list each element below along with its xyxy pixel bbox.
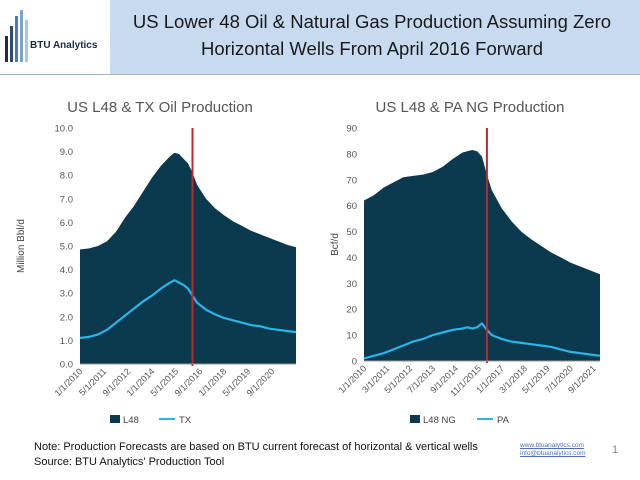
y-tick-label: 9.0	[60, 147, 73, 158]
series-line-tx	[79, 278, 297, 340]
website-link[interactable]: www.btuanalytics.com	[520, 442, 584, 449]
y-tick-label: 10.0	[55, 124, 74, 135]
legend-label: L48 NG	[423, 415, 456, 426]
email-link[interactable]: info@btuanalytics.com	[520, 450, 586, 457]
y-tick-label: 80	[346, 149, 357, 160]
y-tick-label: 10	[346, 331, 357, 342]
legend-label: L48	[123, 415, 139, 426]
y-tick-label: 30	[346, 279, 357, 290]
header-banner: BTU Analytics US Lower 48 Oil & Natural …	[0, 0, 640, 75]
oil-production-chart: US L48 & TX Oil Production 0.0 1.0 2.0 3.0 4.…	[16, 99, 297, 426]
page-number: 1	[612, 444, 619, 456]
y-tick-label: 2.0	[60, 312, 73, 323]
y-tick-label: 60	[346, 201, 357, 212]
legend-label: TX	[179, 415, 192, 426]
y-tick-label: 40	[346, 253, 357, 264]
y-tick-label: 3.0	[60, 289, 73, 300]
page-title-line2: Horizontal Wells From April 2016 Forward	[200, 38, 544, 59]
series-line-pa	[363, 321, 601, 360]
y-tick-label: 5.0	[60, 242, 73, 253]
chart-title: US L48 & TX Oil Production	[67, 99, 253, 116]
y-tick-label: 7.0	[60, 194, 73, 205]
y-tick-label: 6.0	[60, 218, 73, 229]
y-tick-label: 0	[352, 357, 357, 368]
footer-note: Note: Production Forecasts are based on …	[34, 440, 478, 470]
y-tick-label: 0.0	[60, 360, 73, 371]
source-line: Source: BTU Analytics' Production Tool	[34, 456, 225, 468]
series-area-l48	[80, 152, 296, 364]
y-tick-label: 50	[346, 227, 357, 238]
y-tick-label: 20	[346, 305, 357, 316]
legend-swatch	[110, 415, 120, 423]
contact-links: www.btuanalytics.com info@btuanalytics.c…	[520, 442, 586, 458]
legend-swatch	[410, 415, 420, 423]
legend-label: PA	[497, 415, 510, 426]
logo-bars-icon	[5, 10, 28, 62]
y-tick-label: 70	[346, 175, 357, 186]
series-area-l48-ng	[364, 150, 600, 361]
chart-title: US L48 & PA NG Production	[376, 99, 565, 116]
gas-production-chart: US L48 & PA NG Production 0 10 20 30 40 50 60 70…	[330, 99, 601, 426]
logo-text: BTU Analytics	[30, 40, 98, 51]
y-tick-label: 90	[346, 124, 357, 135]
page-title: US Lower 48 Oil & Natural Gas Production…	[112, 8, 632, 62]
footnote-line: Note: Production Forecasts are based on …	[34, 441, 478, 453]
y-axis-label: Bcf/d	[330, 233, 341, 256]
y-tick-label: 1.0	[60, 336, 73, 347]
y-tick-label: 8.0	[60, 171, 73, 182]
logo: BTU Analytics	[0, 0, 110, 74]
y-tick-label: 4.0	[60, 265, 73, 276]
y-axis-label: Million Bbl/d	[16, 219, 27, 273]
page-title-line1: US Lower 48 Oil & Natural Gas Production…	[132, 11, 612, 32]
